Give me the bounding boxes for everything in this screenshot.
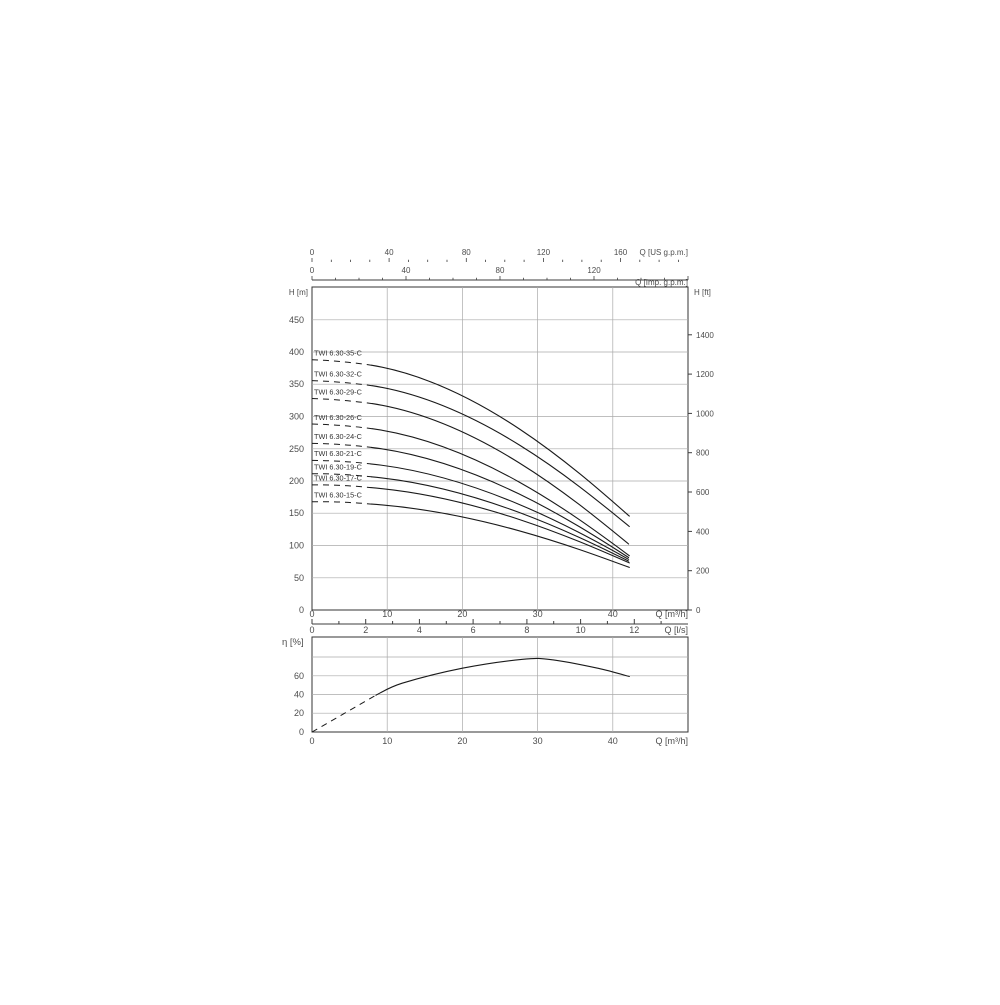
- svg-text:TWI 6.30-17-C: TWI 6.30-17-C: [314, 474, 362, 483]
- svg-text:400: 400: [289, 347, 304, 357]
- svg-text:TWI 6.30-15-C: TWI 6.30-15-C: [314, 491, 362, 500]
- svg-text:80: 80: [496, 266, 505, 275]
- svg-text:10: 10: [382, 609, 392, 619]
- svg-text:200: 200: [289, 476, 304, 486]
- svg-text:40: 40: [402, 266, 411, 275]
- svg-text:120: 120: [587, 266, 601, 275]
- svg-text:12: 12: [629, 625, 639, 635]
- svg-text:120: 120: [537, 248, 551, 257]
- svg-text:Q [Imp. g.p.m.]: Q [Imp. g.p.m.]: [635, 278, 688, 287]
- svg-text:40: 40: [608, 736, 618, 746]
- svg-text:Q [m³/h]: Q [m³/h]: [655, 609, 688, 619]
- svg-text:30: 30: [533, 736, 543, 746]
- svg-text:TWI 6.30-35-C: TWI 6.30-35-C: [314, 349, 362, 358]
- svg-text:1000: 1000: [696, 409, 714, 418]
- svg-text:160: 160: [614, 248, 628, 257]
- svg-text:TWI 6.30-32-C: TWI 6.30-32-C: [314, 369, 362, 378]
- svg-text:0: 0: [299, 727, 304, 737]
- svg-text:50: 50: [294, 573, 304, 583]
- svg-text:300: 300: [289, 412, 304, 422]
- svg-text:TWI 6.30-26-C: TWI 6.30-26-C: [314, 413, 362, 422]
- svg-text:H [ft]: H [ft]: [694, 288, 711, 297]
- svg-text:Q [US g.p.m.]: Q [US g.p.m.]: [640, 248, 688, 257]
- svg-text:1200: 1200: [696, 370, 714, 379]
- svg-text:800: 800: [696, 449, 710, 458]
- svg-text:0: 0: [310, 266, 315, 275]
- svg-text:40: 40: [608, 609, 618, 619]
- svg-text:40: 40: [294, 690, 304, 700]
- svg-text:0: 0: [696, 606, 701, 615]
- svg-text:TWI 6.30-21-C: TWI 6.30-21-C: [314, 449, 362, 458]
- svg-text:0: 0: [299, 605, 304, 615]
- svg-text:10: 10: [382, 736, 392, 746]
- svg-text:0: 0: [309, 625, 314, 635]
- svg-text:10: 10: [576, 625, 586, 635]
- svg-text:4: 4: [417, 625, 422, 635]
- svg-text:η [%]: η [%]: [282, 637, 304, 648]
- svg-text:400: 400: [696, 527, 710, 536]
- svg-text:600: 600: [696, 488, 710, 497]
- svg-text:0: 0: [310, 248, 315, 257]
- svg-text:350: 350: [289, 379, 304, 389]
- svg-text:20: 20: [457, 736, 467, 746]
- svg-text:150: 150: [289, 508, 304, 518]
- svg-text:Q [l/s]: Q [l/s]: [664, 625, 688, 635]
- svg-text:8: 8: [524, 625, 529, 635]
- svg-text:40: 40: [385, 248, 394, 257]
- svg-text:30: 30: [533, 609, 543, 619]
- svg-text:H [m]: H [m]: [289, 288, 308, 297]
- svg-text:1400: 1400: [696, 331, 714, 340]
- svg-text:80: 80: [462, 248, 471, 257]
- svg-text:0: 0: [309, 609, 314, 619]
- svg-text:200: 200: [696, 567, 710, 576]
- svg-text:100: 100: [289, 541, 304, 551]
- svg-text:TWI 6.30-19-C: TWI 6.30-19-C: [314, 463, 362, 472]
- svg-text:2: 2: [363, 625, 368, 635]
- svg-text:6: 6: [471, 625, 476, 635]
- svg-text:450: 450: [289, 315, 304, 325]
- svg-text:60: 60: [294, 671, 304, 681]
- svg-text:0: 0: [309, 736, 314, 746]
- svg-text:TWI 6.30-24-C: TWI 6.30-24-C: [314, 432, 362, 441]
- svg-text:Q [m³/h]: Q [m³/h]: [655, 736, 688, 746]
- svg-text:250: 250: [289, 444, 304, 454]
- svg-text:20: 20: [457, 609, 467, 619]
- svg-text:TWI 6.30-29-C: TWI 6.30-29-C: [314, 387, 362, 396]
- svg-text:20: 20: [294, 708, 304, 718]
